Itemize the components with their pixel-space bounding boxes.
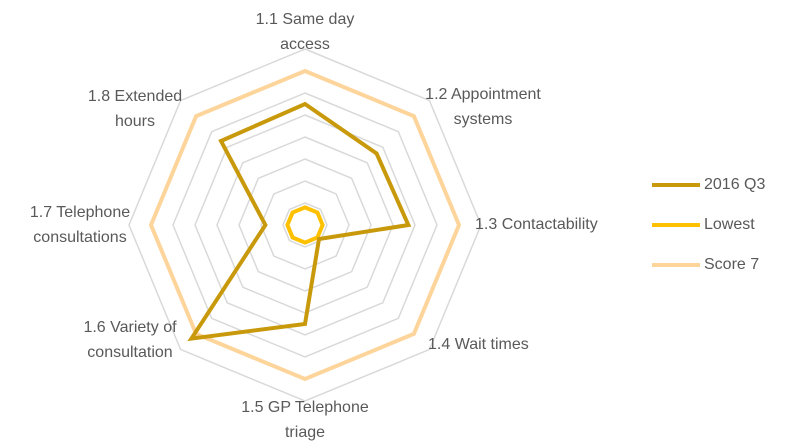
axis-label: 1.4 Wait times	[428, 336, 529, 353]
axis-label: access	[280, 36, 330, 53]
axis-label: 1.3 Contactability	[475, 216, 598, 233]
grid-ring	[216, 136, 394, 314]
axis-label: consultation	[87, 344, 172, 361]
axis-label: 1.8 Extended	[88, 88, 182, 105]
axis-label: 1.6 Variety of	[83, 319, 177, 336]
grid-ring	[282, 202, 328, 248]
axis-label: 1.7 Telephone	[30, 204, 130, 221]
series-line	[285, 205, 325, 245]
series-line	[187, 101, 412, 342]
grid-ring	[238, 158, 372, 292]
axis-label: hours	[115, 113, 155, 130]
axis-label: triage	[285, 424, 325, 441]
grid-ring	[128, 48, 482, 402]
axis-label: systems	[454, 111, 513, 128]
grid-ring	[194, 114, 416, 336]
axis-label: 1.1 Same day	[256, 11, 355, 28]
legend-label: Score 7	[704, 256, 759, 273]
axis-label: 1.5 GP Telephone	[241, 399, 369, 416]
axis-label: consultations	[33, 229, 126, 246]
grid-ring	[172, 92, 438, 358]
grid-ring	[260, 180, 350, 270]
legend-label: Lowest	[704, 216, 755, 233]
series-line	[148, 68, 462, 382]
legend-label: 2016 Q3	[704, 176, 765, 193]
axis-label: 1.2 Appointment	[425, 86, 541, 103]
